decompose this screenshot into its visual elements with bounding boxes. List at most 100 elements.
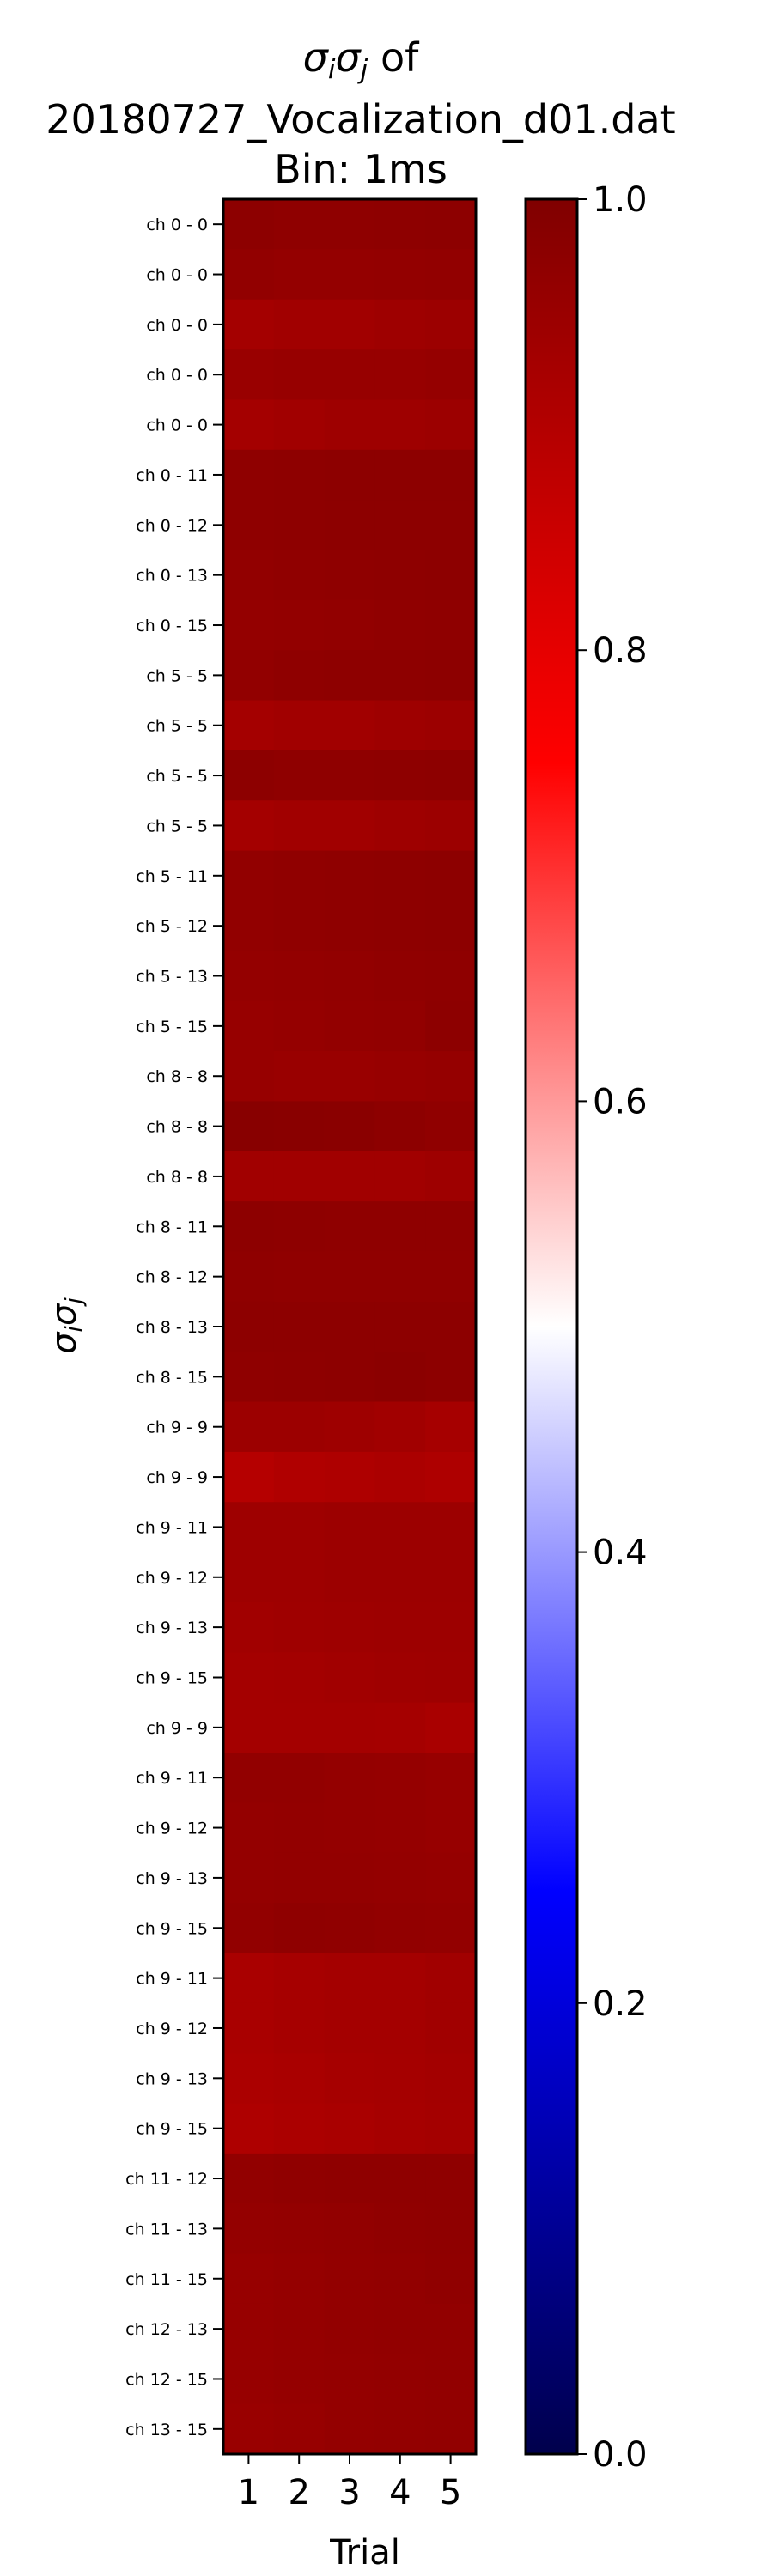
- row-label: ch 0 - 12: [136, 516, 208, 535]
- heatmap-cell: [223, 1852, 275, 1904]
- heatmap-cell: [374, 1352, 426, 1403]
- heatmap-cell: [273, 2403, 326, 2455]
- row-label: ch 11 - 12: [125, 2170, 208, 2189]
- heatmap-cell: [374, 1852, 426, 1904]
- heatmap-cell: [273, 2203, 326, 2255]
- heatmap-cell: [374, 2303, 426, 2354]
- heatmap-cell: [273, 1601, 326, 1653]
- heatmap-cell: [273, 1502, 326, 1553]
- heatmap-cell: [223, 1451, 275, 1503]
- heatmap-cell: [374, 1502, 426, 1553]
- heatmap-cell: [324, 2354, 375, 2405]
- heatmap-cell: [273, 2253, 326, 2305]
- heatmap-cell: [425, 1201, 477, 1253]
- row-label: ch 5 - 11: [136, 867, 208, 886]
- heatmap-cell: [374, 650, 426, 702]
- heatmap-cell: [223, 599, 275, 651]
- heatmap-cell: [273, 2002, 326, 2054]
- heatmap-cell: [223, 449, 275, 501]
- heatmap-cell: [324, 550, 375, 601]
- heatmap-cell: [324, 1903, 375, 1954]
- heatmap-cell: [324, 2002, 375, 2054]
- heatmap-cell: [223, 1401, 275, 1453]
- heatmap-cell: [324, 2153, 375, 2204]
- heatmap-cell: [273, 1352, 326, 1403]
- row-label: ch 0 - 11: [136, 466, 208, 485]
- heatmap-cell: [223, 750, 275, 801]
- heatmap-cell: [425, 2354, 477, 2405]
- row-label: ch 8 - 12: [136, 1268, 208, 1287]
- heatmap-cell: [223, 1000, 275, 1052]
- heatmap-cell: [425, 349, 477, 401]
- colorbar-tick-label: 0.0: [593, 2435, 648, 2475]
- heatmap-cell: [425, 1451, 477, 1503]
- heatmap-cell: [273, 1953, 326, 2004]
- heatmap-cell: [374, 900, 426, 951]
- row-label: ch 9 - 13: [136, 1619, 208, 1637]
- heatmap-cell: [374, 1903, 426, 1954]
- row-label: ch 9 - 15: [136, 2120, 208, 2139]
- heatmap-cell: [324, 1451, 375, 1503]
- row-label: ch 0 - 0: [146, 266, 208, 285]
- heatmap-cell: [425, 1903, 477, 1954]
- heatmap-cell: [324, 1301, 375, 1352]
- heatmap-cell: [223, 2153, 275, 2204]
- row-label: ch 8 - 13: [136, 1318, 208, 1337]
- heatmap-cell: [273, 900, 326, 951]
- heatmap-cell: [324, 1151, 375, 1202]
- heatmap-cell: [223, 2354, 275, 2405]
- heatmap-cell: [223, 199, 275, 250]
- heatmap-cells: [223, 199, 477, 2455]
- x-tick-label: 2: [288, 2473, 309, 2512]
- heatmap-cell: [425, 249, 477, 301]
- row-label: ch 0 - 0: [146, 366, 208, 385]
- row-label: ch 9 - 11: [136, 1518, 208, 1537]
- heatmap-cell: [273, 1251, 326, 1303]
- heatmap-cell: [273, 2354, 326, 2405]
- title-line-3: Bin: 1ms: [274, 145, 447, 192]
- heatmap-cell: [273, 2153, 326, 2204]
- heatmap-cell: [324, 800, 375, 852]
- row-label: ch 0 - 15: [136, 617, 208, 635]
- heatmap-cell: [273, 249, 326, 301]
- heatmap-cell: [324, 2103, 375, 2154]
- heatmap-cell: [324, 1201, 375, 1253]
- heatmap-cell: [273, 1753, 326, 1803]
- heatmap-cell: [425, 1552, 477, 1603]
- heatmap-cell: [425, 1301, 477, 1352]
- heatmap-cell: [425, 2203, 477, 2255]
- row-label: ch 5 - 5: [146, 717, 208, 736]
- heatmap-cell: [273, 750, 326, 801]
- heatmap-cell: [425, 500, 477, 551]
- heatmap-cell: [273, 1051, 326, 1102]
- heatmap-cell: [374, 399, 426, 451]
- heatmap-cell: [223, 2253, 275, 2305]
- heatmap-cell: [374, 2002, 426, 2054]
- x-tick-label: 5: [440, 2473, 461, 2512]
- heatmap-cell: [223, 2002, 275, 2054]
- heatmap-cell: [273, 449, 326, 501]
- heatmap-cell: [425, 1802, 477, 1854]
- heatmap-cell: [223, 299, 275, 350]
- colorbar: [524, 197, 579, 2456]
- heatmap-cell: [324, 1852, 375, 1904]
- row-label: ch 9 - 12: [136, 1569, 208, 1588]
- heatmap-cell: [425, 700, 477, 751]
- heatmap-cell: [223, 1301, 275, 1352]
- heatmap-cell: [425, 951, 477, 1002]
- heatmap-cell: [273, 1101, 326, 1152]
- heatmap-cell: [425, 1852, 477, 1904]
- heatmap-cell: [324, 2303, 375, 2354]
- heatmap-cell: [223, 650, 275, 702]
- heatmap-cell: [374, 599, 426, 651]
- x-tick-label: 3: [338, 2473, 360, 2512]
- heatmap-cell: [273, 550, 326, 601]
- heatmap-cell: [273, 951, 326, 1002]
- colorbar-tick-label: 0.6: [593, 1082, 648, 1121]
- heatmap-cell: [374, 1552, 426, 1603]
- heatmap-cell: [324, 1601, 375, 1653]
- heatmap-cell: [324, 1502, 375, 1553]
- heatmap-cell: [374, 2153, 426, 2204]
